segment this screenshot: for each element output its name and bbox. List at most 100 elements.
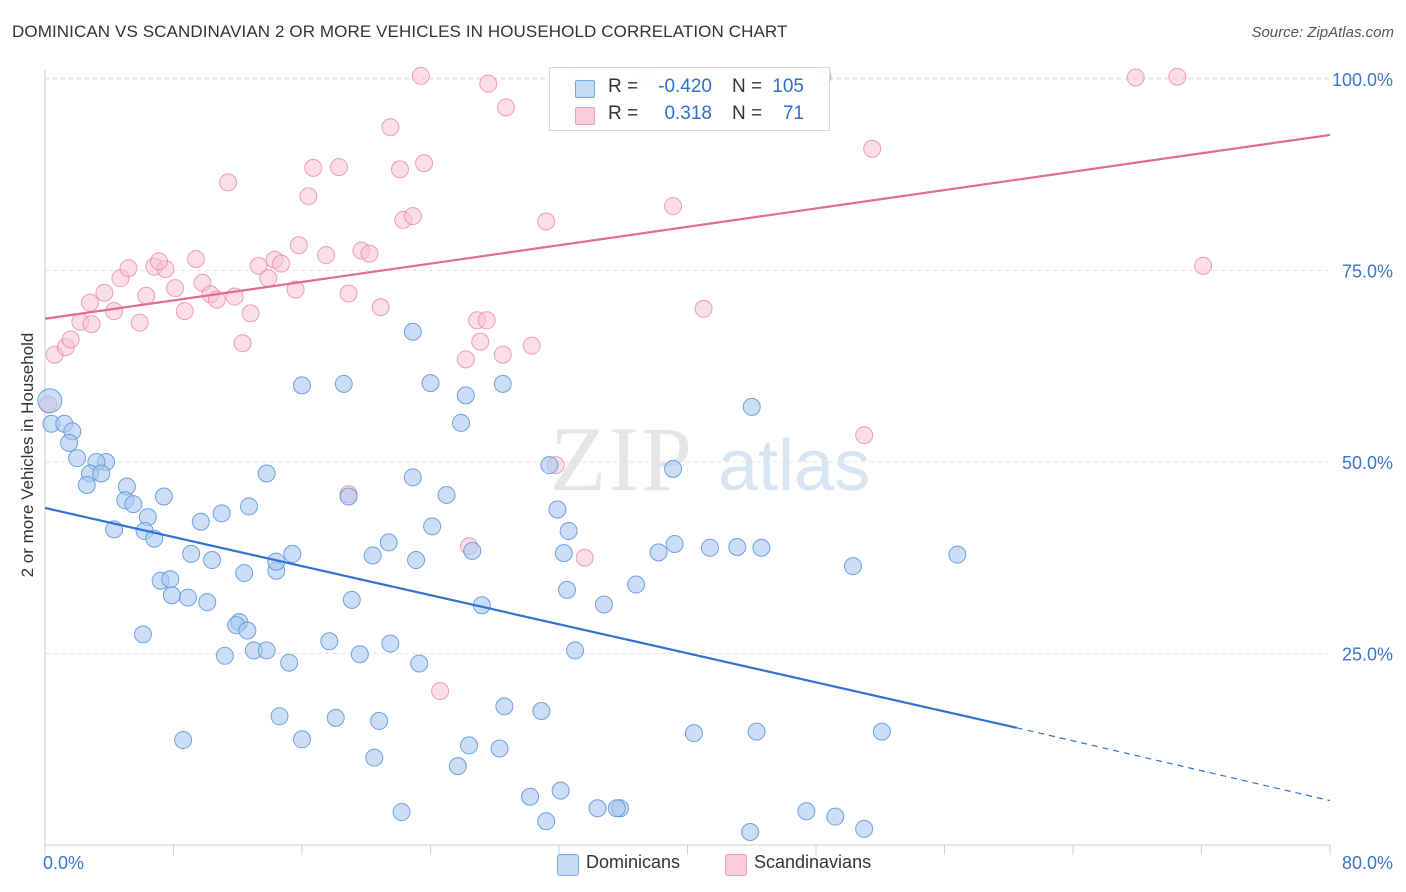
dominicans-point	[342, 590, 361, 609]
n-label: N =	[732, 103, 763, 124]
scandinavians-point	[1168, 67, 1187, 86]
dominicans-point	[203, 551, 222, 570]
dominicans-point	[339, 487, 358, 506]
scandinavians-point	[496, 98, 515, 117]
scandinavians-point	[95, 283, 114, 302]
n-value: 71	[782, 103, 804, 124]
scandinavians-point	[317, 246, 336, 265]
dominicans-point	[320, 632, 339, 651]
scandinavians-point	[241, 304, 260, 323]
dominicans-points	[37, 322, 967, 841]
scandinavians-point	[329, 158, 348, 177]
scandinavians-point	[456, 350, 475, 369]
dominicans-point	[410, 654, 429, 673]
scandinavians-point	[863, 139, 882, 158]
scandinavians-point	[415, 154, 434, 173]
scandinavians-point	[119, 259, 138, 278]
scandinavians-trend-line	[44, 133, 1331, 320]
dominicans-point	[747, 722, 766, 741]
scandinavians-point	[431, 682, 450, 701]
dominicans-legend-swatch	[557, 854, 579, 876]
dominicans-point	[363, 546, 382, 565]
dominicans-point	[270, 707, 289, 726]
dominicans-point	[460, 736, 479, 755]
dominicans-point	[257, 641, 276, 660]
scandinavians-swatch	[575, 107, 595, 125]
dominicans-point	[548, 500, 567, 519]
scandinavians-point	[855, 426, 874, 445]
scandinavians-point	[233, 334, 252, 353]
dominicans-point	[191, 512, 210, 531]
dominicans-point	[607, 799, 626, 818]
scandinavians-point	[130, 313, 149, 332]
scandinavians-point	[522, 336, 541, 355]
dominicans-point	[752, 538, 771, 557]
dominicans-point	[554, 544, 573, 563]
y-tick-label: 75.0%	[1342, 262, 1393, 282]
dominicans-point	[540, 456, 559, 475]
dominicans-point	[826, 807, 845, 826]
scandinavians-point	[286, 280, 305, 299]
scandinavians-point	[664, 197, 683, 216]
dominicans-point	[797, 802, 816, 821]
dominicans-swatch	[575, 80, 595, 98]
dominicans-point	[728, 538, 747, 557]
stats-row-dominicans: R = -0.420 N = 105	[550, 76, 829, 100]
dominicans-point	[198, 593, 217, 612]
scandinavians-point	[272, 254, 291, 273]
dominicans-trend-line	[44, 506, 1018, 729]
dominicans-point	[326, 708, 345, 727]
trend-lines	[44, 133, 1331, 802]
y-tick-label: 50.0%	[1342, 453, 1393, 473]
axes	[44, 70, 1331, 855]
dominicans-point	[448, 757, 467, 776]
x-tick-label: 0.0%	[43, 853, 84, 873]
scandinavians-point	[80, 293, 99, 312]
scandinavians-point	[289, 236, 308, 255]
dominicans-point	[948, 545, 967, 564]
scandinavians-point	[304, 158, 323, 177]
dominicans-point	[588, 799, 607, 818]
scandinavians-point	[479, 74, 498, 93]
dominicans-point	[700, 538, 719, 557]
dominicans-point	[293, 730, 311, 749]
dominicans-point	[490, 739, 509, 758]
dominicans-point	[293, 376, 311, 395]
dominicans-point	[154, 487, 173, 506]
dominicans-point	[463, 541, 482, 560]
r-value: -0.420	[658, 76, 712, 97]
dominicans-point	[257, 464, 276, 483]
dominicans-point	[37, 388, 63, 414]
scandinavians-point	[477, 311, 496, 330]
dominicans-point	[421, 374, 440, 393]
scandinavians-point	[219, 173, 238, 192]
legend-label-scandinavians: Scandinavians	[754, 852, 872, 872]
scandinavians-point	[411, 66, 430, 85]
watermark-atlas: atlas	[718, 426, 870, 506]
scandinavians-point	[471, 332, 490, 351]
dominicans-point	[280, 653, 299, 672]
dominicans-point	[283, 544, 302, 563]
dominicans-point	[370, 711, 389, 730]
dominicans-point	[212, 504, 231, 523]
dominicans-point	[537, 812, 556, 831]
dominicans-point	[182, 544, 201, 563]
dominicans-point	[365, 748, 384, 767]
stats-box: R = -0.420 N = 105 R = 0.318 N = 71	[549, 67, 830, 131]
scandinavians-point	[1194, 256, 1213, 275]
legend-label-dominicans: Dominicans	[586, 852, 681, 872]
dominicans-point	[215, 646, 234, 665]
tick-labels: 25.0% 50.0% 75.0% 100.0% 0.0% 80.0%	[43, 70, 1393, 873]
dominicans-point	[495, 697, 514, 716]
dominicans-point	[423, 517, 442, 536]
scandinavians-points	[39, 66, 1213, 701]
dominicans-point	[238, 621, 257, 640]
scandinavians-point	[137, 286, 156, 305]
dominicans-point	[235, 564, 254, 583]
dominicans-point	[124, 495, 143, 514]
scandinavians-point	[390, 160, 409, 179]
scandinavians-legend-swatch	[725, 854, 747, 876]
dominicans-point	[334, 374, 353, 393]
scandinavians-point	[381, 118, 400, 137]
